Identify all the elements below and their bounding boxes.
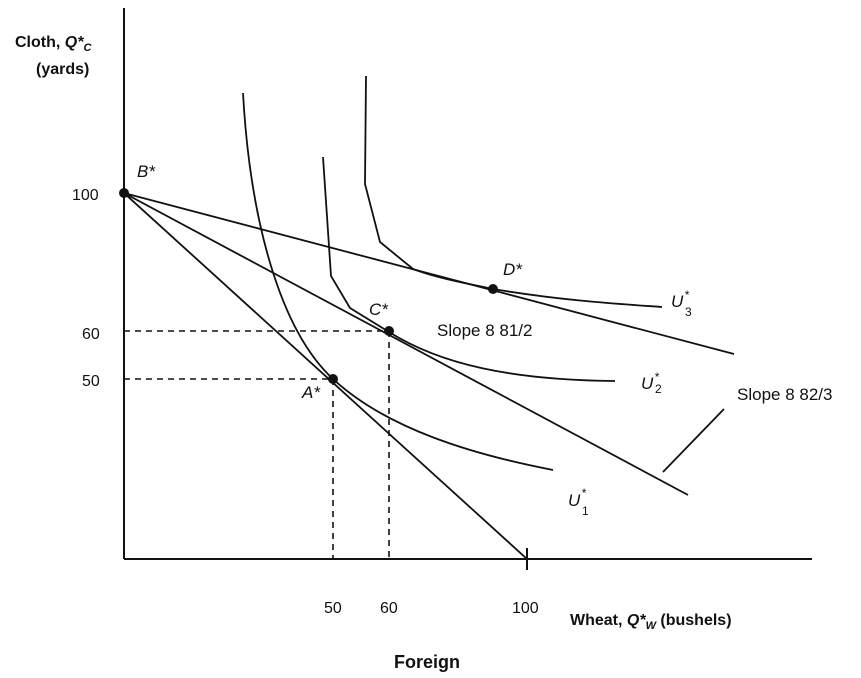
curve-label-u3: U* 3 <box>671 288 692 319</box>
x-tick-label-100: 100 <box>512 600 539 617</box>
slope-label-two-thirds: Slope 8 82/3 <box>737 385 832 404</box>
x-axis-title-symbol: Q* <box>627 612 646 629</box>
curve-label-u1-letter: U <box>568 491 581 510</box>
y-axis-title-line-2: (yards) <box>36 61 89 78</box>
curve-label-u2-sup: * <box>654 370 659 384</box>
y-tick-label-60: 60 <box>82 326 100 343</box>
point-label-d-star: D* <box>503 260 523 279</box>
slope-callout-line <box>662 408 725 473</box>
point-c-star <box>384 326 394 336</box>
curve-label-u3-sup: * <box>684 288 689 302</box>
x-tick-label-60: 60 <box>380 600 398 617</box>
x-axis-title-prefix: Wheat, <box>570 612 627 629</box>
point-b-star <box>119 188 129 198</box>
point-label-b-star: B* <box>137 162 156 181</box>
point-d-star <box>488 284 498 294</box>
curve-label-u1-sub: 1 <box>582 504 589 518</box>
curve-label-u1: U* 1 <box>568 486 589 518</box>
curve-label-u3-letter: U <box>671 292 684 311</box>
curve-label-u3-sub: 3 <box>685 305 692 319</box>
y-axis-title-prefix: Cloth, <box>15 34 65 51</box>
y-axis-title-line-1: Cloth, Q*C <box>15 34 92 54</box>
point-label-a-star: A* <box>301 383 321 402</box>
point-a-star <box>328 374 338 384</box>
x-axis-title: Wheat, Q*W (bushels) <box>570 612 732 632</box>
y-axis-title-subscript: C <box>83 42 92 54</box>
x-axis-title-subscript: W <box>646 620 658 632</box>
point-label-c-star: C* <box>369 300 389 319</box>
curve-label-u2: U* 2 <box>641 370 662 396</box>
x-tick-label-50: 50 <box>324 600 342 617</box>
curve-label-u2-letter: U <box>641 374 654 393</box>
slope-label-half: Slope 8 81/2 <box>437 321 532 340</box>
y-tick-label-50: 50 <box>82 373 100 390</box>
curve-label-u1-sup: * <box>581 486 586 500</box>
x-axis-title-suffix: (bushels) <box>656 612 732 629</box>
y-axis-title-symbol: Q* <box>65 34 84 51</box>
curve-label-u2-sub: 2 <box>655 382 662 396</box>
price-line-slope-1 <box>123 192 528 560</box>
y-tick-label-100: 100 <box>72 187 99 204</box>
diagram-footer-title: Foreign <box>394 652 460 672</box>
price-line-slope-two-thirds <box>123 192 689 496</box>
